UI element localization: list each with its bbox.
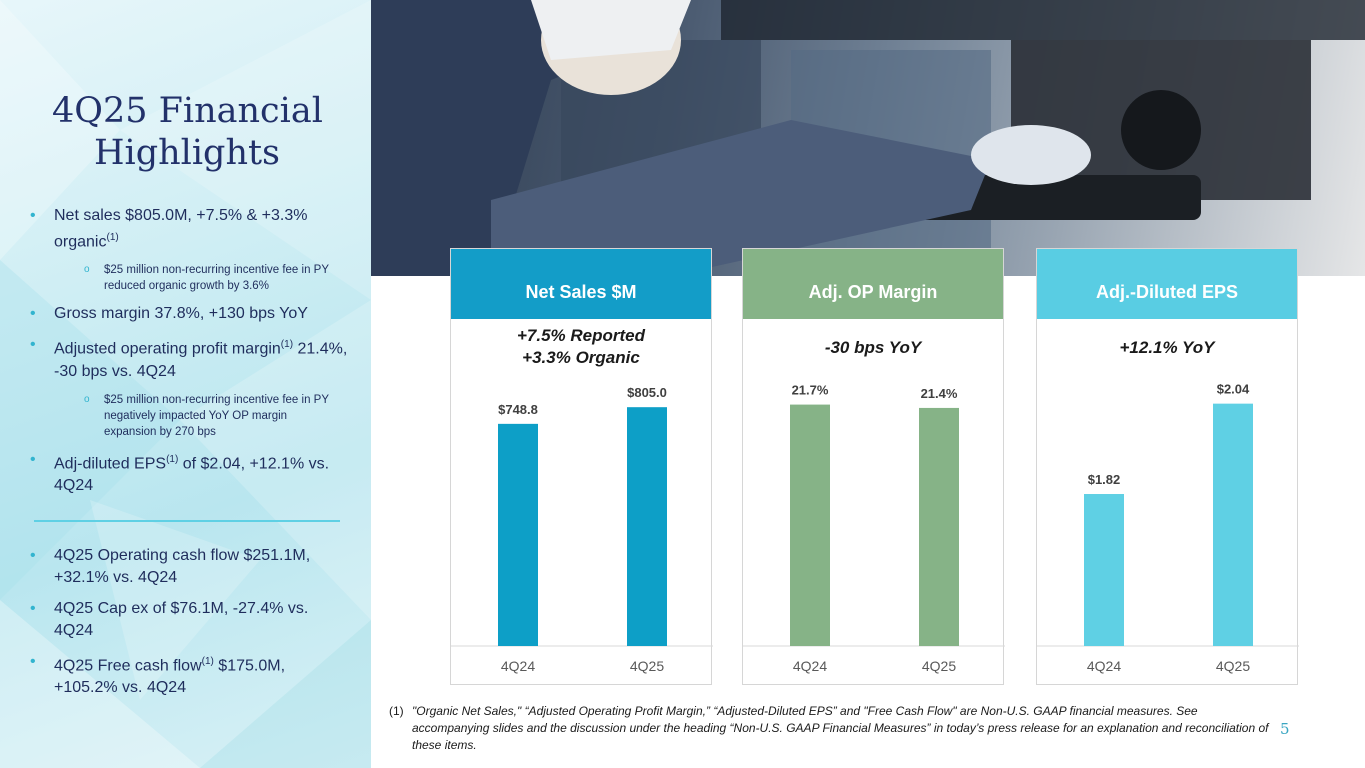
adj-diluted-eps-subtitle: +12.1% YoY <box>1037 337 1297 359</box>
net-sales-chart: $748.8 4Q24 $805.0 4Q25 <box>451 385 713 674</box>
bullet-text: 4Q25 Cap ex of $76.1M, -27.4% vs. 4Q24 <box>54 600 309 639</box>
bullet-text-tail: 21.4%, -30 bps vs. 4Q24 <box>54 340 348 380</box>
bullet-item: Adj-diluted EPS(1) of $2.04, +12.1% vs. … <box>30 449 350 497</box>
footnote-marker: (1) <box>280 339 294 351</box>
bullet-item: 4Q25 Operating cash flow $251.1M, +32.1%… <box>30 545 350 589</box>
net-sales-subtitle-line-2: +3.3% Organic <box>522 348 640 367</box>
bullet-text: Net sales $805.0M, +7.5% & +3.3% organic <box>54 207 308 251</box>
data-label: $2.04 <box>1217 382 1250 397</box>
bullet-text-tail: $175.0M, +105.2% vs. 4Q24 <box>54 657 286 697</box>
bullet-text: Adjusted operating profit margin <box>54 340 281 358</box>
adj-op-margin-header: Adj. OP Margin <box>743 249 1003 319</box>
left-panel: 4Q25 Financial Highlights Net sales $805… <box>0 0 371 768</box>
net-sales-panel: Net Sales $M +7.5% Reported +3.3% Organi… <box>450 248 713 685</box>
footnote-marker: (1) <box>201 656 214 667</box>
divider <box>34 520 340 522</box>
bullet-text: $25 million non-recurring incentive fee … <box>104 264 329 293</box>
sub-bullet-item: $25 million non-recurring incentive fee … <box>30 392 350 440</box>
adj-op-margin-subtitle-line-1: -30 bps YoY <box>824 338 922 357</box>
lab-scene-illustration <box>371 0 1365 276</box>
bar-4q24 <box>790 404 830 646</box>
page-number: 5 <box>1280 720 1290 738</box>
x-tick-label: 4Q24 <box>1087 658 1121 674</box>
data-label: $1.82 <box>1088 472 1121 487</box>
net-sales-header: Net Sales $M <box>451 249 711 319</box>
x-tick-label: 4Q25 <box>630 658 664 674</box>
bullet-item: Adjusted operating profit margin(1) 21.4… <box>30 334 350 382</box>
data-label: $748.8 <box>498 402 538 417</box>
bar-4q25 <box>919 407 959 646</box>
bullet-text-tail: of $2.04, +12.1% vs. 4Q24 <box>54 454 330 494</box>
footnote-text: "Organic Net Sales," “Adjusted Operating… <box>412 704 1269 752</box>
data-label: $805.0 <box>627 385 667 400</box>
bar-4q25 <box>1213 403 1253 646</box>
bar-4q24 <box>498 423 538 646</box>
data-label: 21.4% <box>921 386 958 401</box>
x-tick-label: 4Q25 <box>1216 658 1250 674</box>
footnote-number: (1) <box>389 704 404 718</box>
lab-photo <box>371 0 1365 276</box>
title-line-2: Highlights <box>94 133 281 173</box>
footnote-marker: (1) <box>106 232 119 243</box>
bullet-item: Net sales $805.0M, +7.5% & +3.3% organic… <box>30 205 350 253</box>
net-sales-subtitle: +7.5% Reported +3.3% Organic <box>451 325 711 369</box>
adj-diluted-eps-chart: $1.82 4Q24 $2.04 4Q25 <box>1037 382 1299 674</box>
page-title: 4Q25 Financial Highlights <box>52 90 352 174</box>
bullet-text: $25 million non-recurring incentive fee … <box>104 393 329 438</box>
bullet-item: 4Q25 Cap ex of $76.1M, -27.4% vs. 4Q24 <box>30 598 350 642</box>
bullet-item: 4Q25 Free cash flow(1) $175.0M, +105.2% … <box>30 651 350 699</box>
highlights-list-bottom: 4Q25 Operating cash flow $251.1M, +32.1%… <box>30 545 350 708</box>
x-tick-label: 4Q24 <box>501 658 535 674</box>
x-tick-label: 4Q24 <box>793 658 827 674</box>
bullet-text: Adj-diluted EPS <box>54 454 167 472</box>
bullet-text: Gross margin 37.8%, +130 bps YoY <box>54 305 308 323</box>
highlights-list-top: Net sales $805.0M, +7.5% & +3.3% organic… <box>30 205 350 506</box>
net-sales-subtitle-line-1: +7.5% Reported <box>516 326 645 345</box>
adj-diluted-eps-panel: Adj.-Diluted EPS +12.1% YoY $1.82 4Q24 $2.… <box>1036 248 1299 685</box>
adj-op-margin-chart: 21.7% 4Q24 21.4% 4Q25 <box>743 383 1005 674</box>
adj-diluted-eps-header: Adj.-Diluted EPS <box>1037 249 1297 319</box>
bullet-item: Gross margin 37.8%, +130 bps YoY <box>30 303 350 325</box>
bar-4q24 <box>1084 494 1124 646</box>
footnote: (1) "Organic Net Sales," “Adjusted Opera… <box>389 703 1269 754</box>
bullet-text: 4Q25 Free cash flow <box>54 657 202 675</box>
adj-op-margin-panel: Adj. OP Margin -30 bps YoY 21.7% 4Q24 21.4… <box>742 248 1005 685</box>
x-tick-label: 4Q25 <box>922 658 956 674</box>
adj-diluted-eps-subtitle-line-1: +12.1% YoY <box>1119 338 1215 357</box>
footnote-marker: (1) <box>166 453 179 465</box>
bullet-text: 4Q25 Operating cash flow $251.1M, +32.1%… <box>54 547 311 586</box>
bar-4q25 <box>627 407 667 646</box>
sub-bullet-item: $25 million non-recurring incentive fee … <box>30 262 350 294</box>
title-line-1: 4Q25 Financial <box>52 91 323 131</box>
data-label: 21.7% <box>792 383 829 398</box>
adj-op-margin-subtitle: -30 bps YoY <box>743 337 1003 359</box>
